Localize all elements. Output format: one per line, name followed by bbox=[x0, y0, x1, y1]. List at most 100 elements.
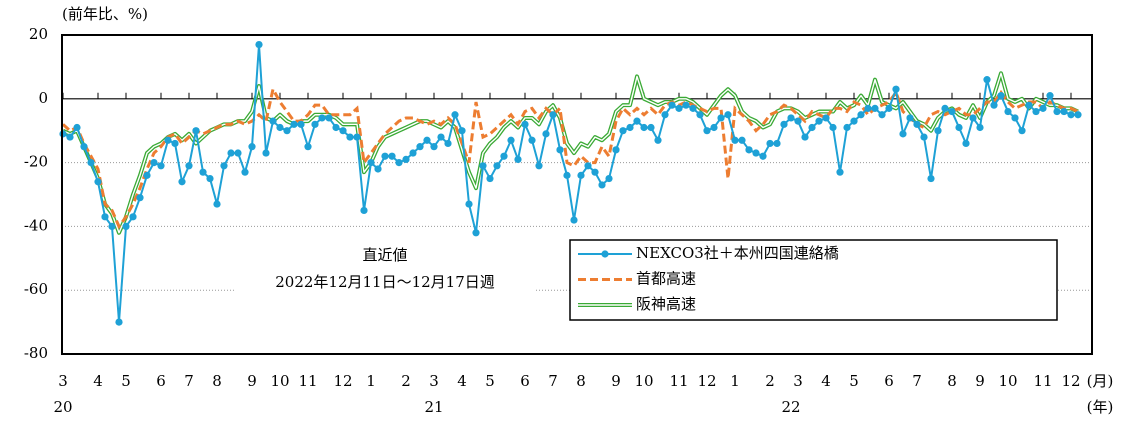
series-marker bbox=[556, 146, 564, 154]
series-marker bbox=[171, 139, 179, 148]
y-tick-label: 20 bbox=[29, 25, 48, 43]
series-marker bbox=[143, 171, 151, 179]
series-marker bbox=[136, 194, 144, 202]
series-marker bbox=[668, 101, 676, 109]
series-marker bbox=[1067, 111, 1075, 119]
series-marker bbox=[1074, 111, 1082, 119]
series-marker bbox=[850, 117, 858, 125]
series-marker bbox=[717, 114, 725, 122]
series-marker bbox=[976, 123, 984, 132]
series-marker bbox=[514, 155, 522, 164]
series-marker bbox=[731, 136, 739, 144]
x-tick-label: 5 bbox=[121, 372, 131, 390]
series-marker bbox=[409, 149, 417, 157]
series-marker bbox=[1060, 107, 1068, 116]
series-marker bbox=[899, 130, 907, 138]
series-marker bbox=[213, 200, 221, 208]
plot-frame bbox=[61, 34, 1093, 355]
series-marker bbox=[115, 318, 123, 326]
series-marker bbox=[276, 123, 284, 132]
series-marker bbox=[864, 104, 872, 112]
series-marker bbox=[528, 136, 536, 144]
x-tick-label: 1 bbox=[730, 372, 740, 390]
series-marker bbox=[381, 152, 389, 160]
series-marker bbox=[451, 111, 459, 119]
legend-label: 首都高速 bbox=[636, 270, 696, 288]
y-tick-label: -60 bbox=[24, 280, 48, 298]
series-marker bbox=[612, 146, 620, 154]
x-tick-label: 3 bbox=[58, 372, 68, 390]
series-marker bbox=[129, 213, 137, 221]
year-label: 20 bbox=[53, 398, 72, 416]
series-marker bbox=[185, 162, 193, 170]
series-marker bbox=[822, 114, 830, 122]
series-marker bbox=[913, 120, 921, 128]
x-tick-label: 6 bbox=[884, 372, 894, 390]
series-marker bbox=[829, 123, 837, 132]
series-marker bbox=[157, 162, 165, 170]
x-tick-label: 1 bbox=[366, 372, 376, 390]
series-marker bbox=[66, 133, 74, 141]
series-marker bbox=[689, 104, 697, 112]
series-marker bbox=[962, 139, 970, 148]
series-marker bbox=[948, 107, 956, 116]
series-marker bbox=[150, 159, 158, 167]
series-marker bbox=[332, 123, 340, 132]
series-marker bbox=[108, 222, 116, 230]
series-marker bbox=[871, 104, 879, 112]
series-marker bbox=[220, 162, 228, 170]
series-marker bbox=[675, 104, 683, 112]
legend-marker bbox=[601, 250, 609, 258]
x-tick-label: 11 bbox=[1033, 372, 1052, 390]
series-marker bbox=[1039, 104, 1047, 112]
series-marker bbox=[374, 165, 382, 173]
series-marker bbox=[430, 143, 438, 151]
x-tick-label: 11 bbox=[298, 372, 317, 390]
series-marker bbox=[542, 130, 550, 138]
series-marker bbox=[752, 149, 760, 157]
x-tick-label: 12 bbox=[333, 372, 352, 390]
series-marker bbox=[73, 123, 81, 132]
series-marker bbox=[388, 152, 396, 160]
series-marker bbox=[724, 111, 732, 119]
series-marker bbox=[997, 92, 1005, 100]
series-marker bbox=[101, 213, 109, 221]
y-tick-label: 0 bbox=[38, 89, 48, 107]
series-marker bbox=[199, 168, 207, 176]
series-marker bbox=[878, 111, 886, 119]
series-marker bbox=[87, 159, 95, 167]
series-marker bbox=[80, 143, 88, 151]
y-tick-label: -40 bbox=[24, 216, 48, 234]
series-marker bbox=[892, 85, 900, 93]
series-marker bbox=[290, 120, 298, 128]
x-unit-label: (月) bbox=[1087, 372, 1114, 390]
series-marker bbox=[206, 174, 214, 183]
x-tick-label: 9 bbox=[247, 372, 257, 390]
series-marker bbox=[759, 152, 767, 160]
x-tick-label: 9 bbox=[975, 372, 985, 390]
series-marker bbox=[934, 127, 942, 135]
series-marker bbox=[605, 174, 613, 183]
series-marker bbox=[297, 120, 305, 128]
series-marker bbox=[122, 222, 130, 230]
x-tick-label: 12 bbox=[1061, 372, 1080, 390]
y-tick-label: -20 bbox=[24, 153, 48, 171]
series-marker bbox=[248, 143, 256, 151]
x-tick-label: 10 bbox=[998, 372, 1017, 390]
series-marker bbox=[808, 123, 816, 132]
series-marker bbox=[745, 146, 753, 154]
series-marker bbox=[941, 104, 949, 112]
series-marker bbox=[479, 162, 487, 170]
series-marker bbox=[885, 104, 893, 112]
series-marker bbox=[486, 174, 494, 183]
series-marker bbox=[353, 133, 361, 141]
series-marker bbox=[500, 152, 508, 160]
x-tick-label: 7 bbox=[184, 372, 194, 390]
x-tick-label: 6 bbox=[156, 372, 166, 390]
series-marker bbox=[591, 168, 599, 176]
x-tick-label: 8 bbox=[212, 372, 222, 390]
series-marker bbox=[927, 174, 935, 183]
x-tick-label: 12 bbox=[697, 372, 716, 390]
x-tick-label: 10 bbox=[270, 372, 289, 390]
x-tick-label: 8 bbox=[947, 372, 957, 390]
